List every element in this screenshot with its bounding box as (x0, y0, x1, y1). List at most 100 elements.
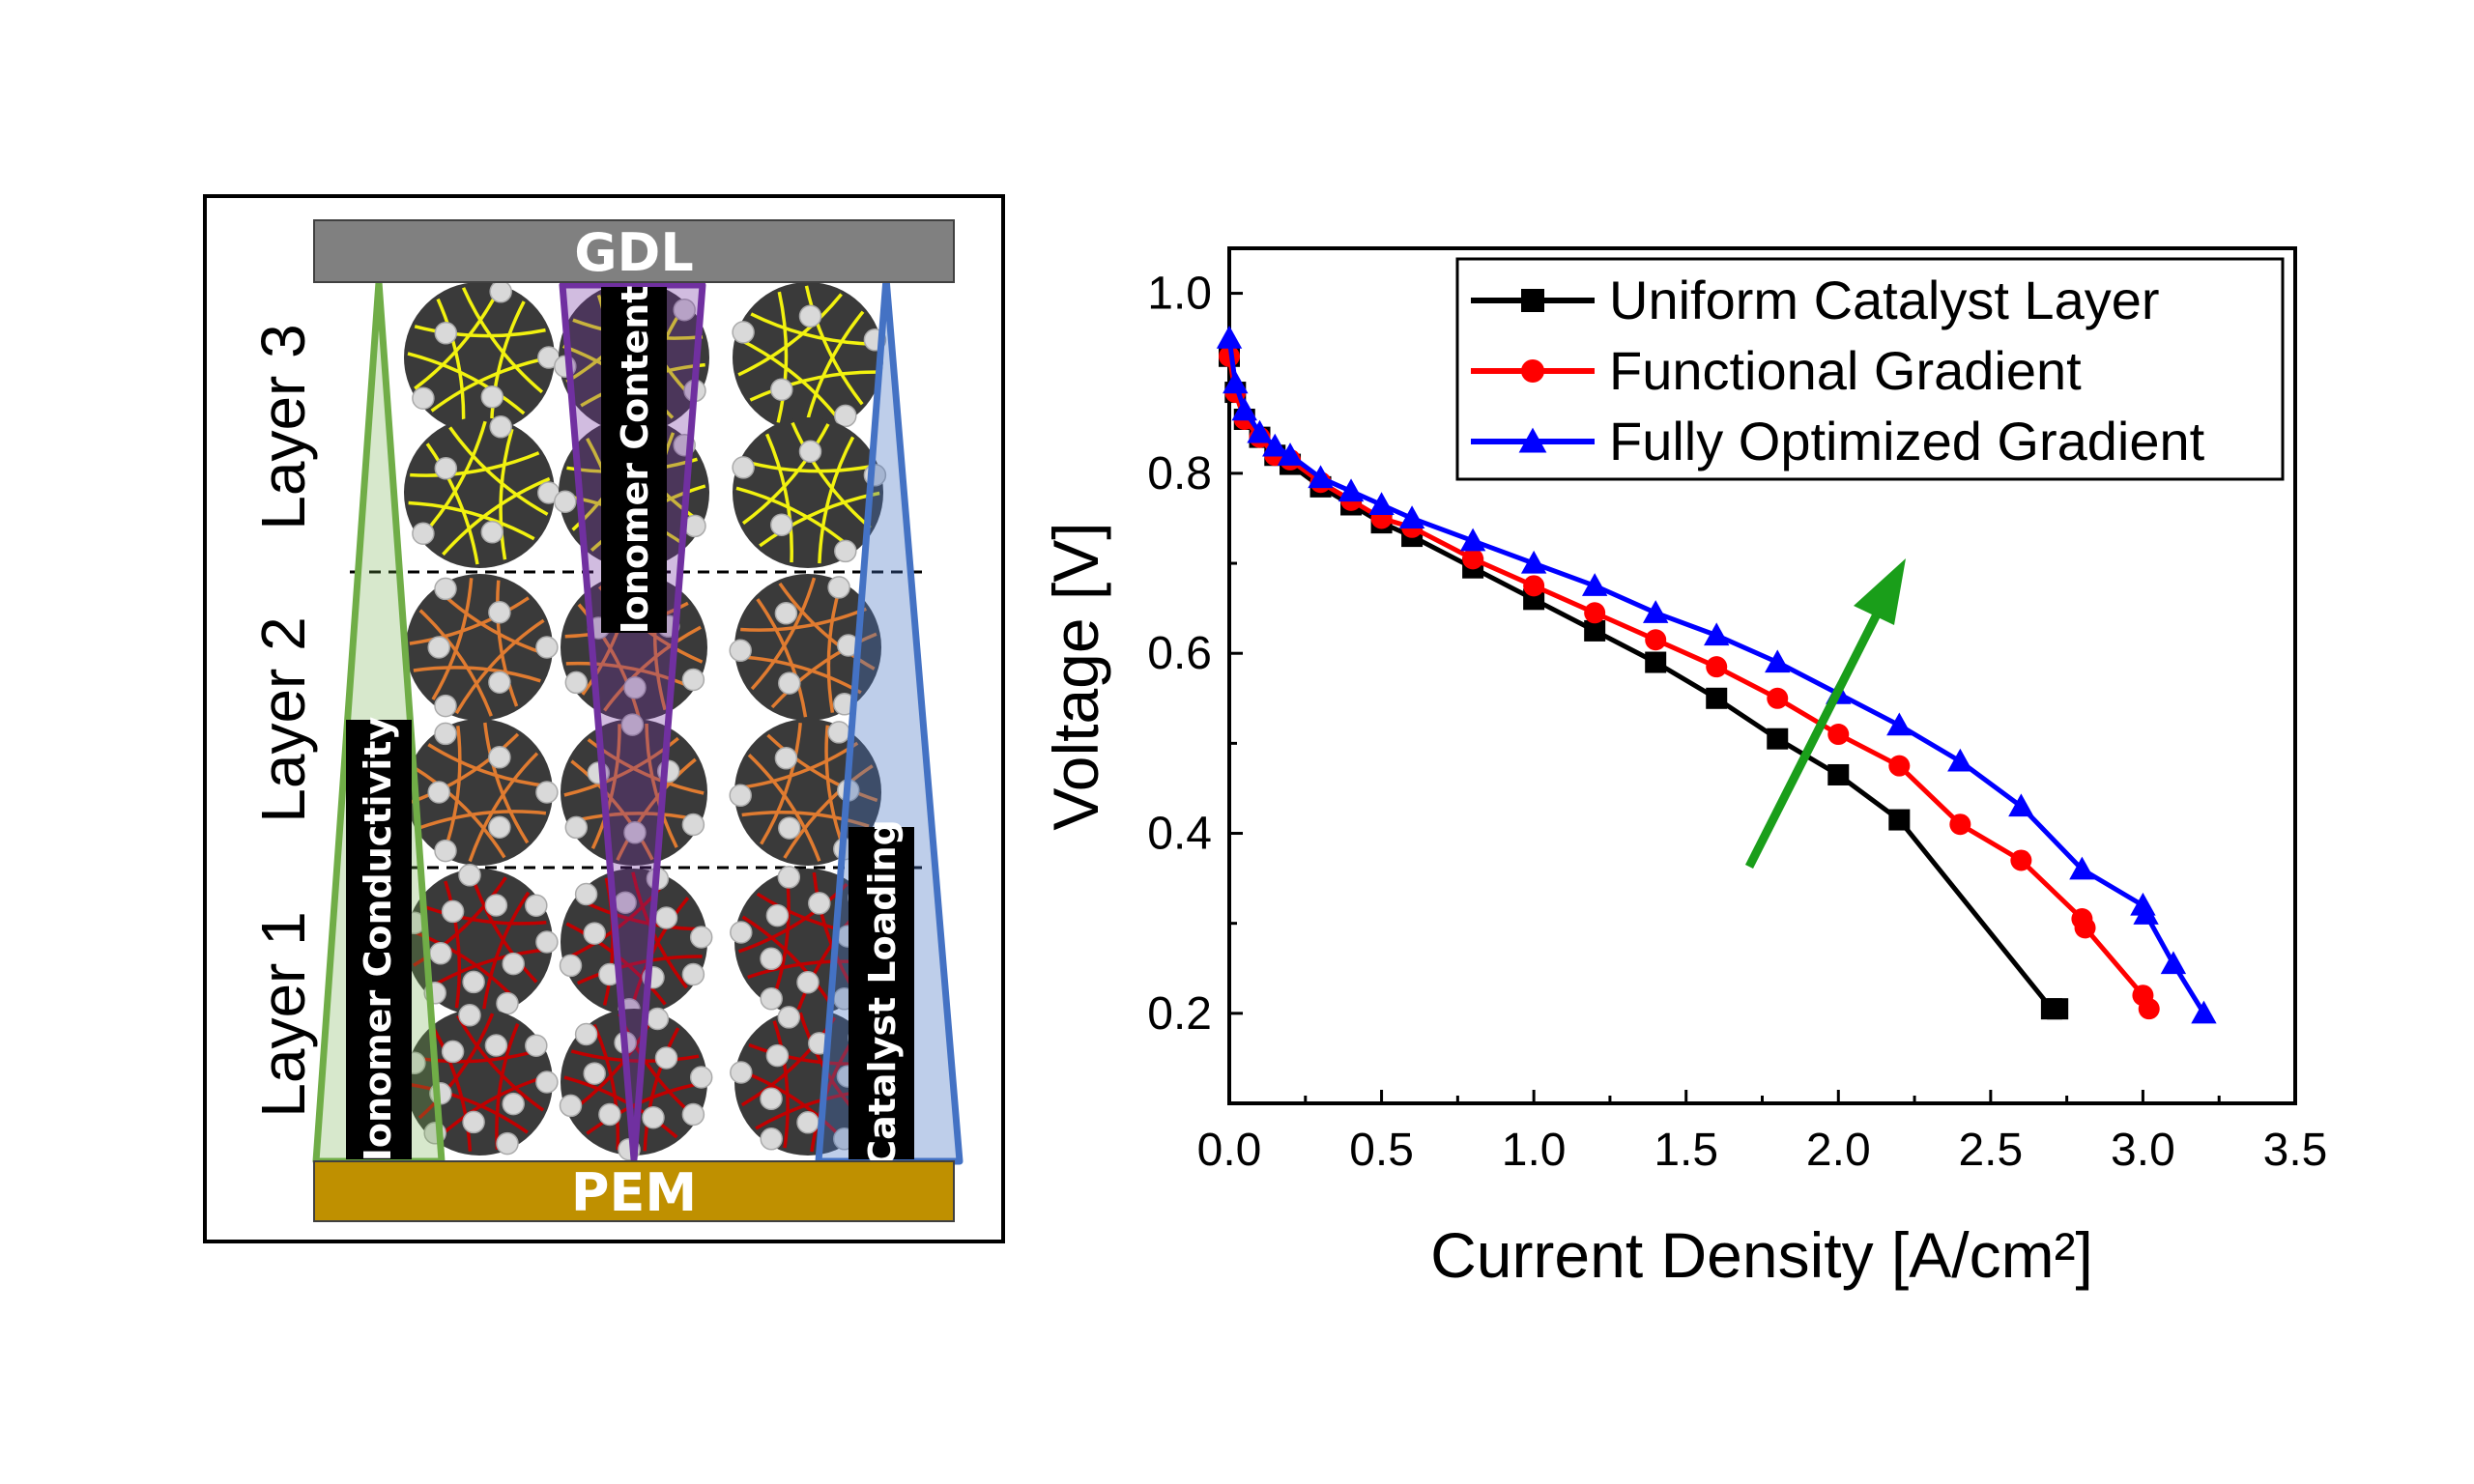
ionomer-strand (442, 476, 551, 556)
ionomer-strand (563, 1075, 678, 1139)
catalyst-particle (403, 1004, 559, 1156)
legend-box (1455, 257, 2285, 481)
ionomer-strand (764, 433, 793, 563)
platinum-dot (681, 813, 705, 837)
ionomer-strand (417, 1013, 495, 1120)
platinum-dot (598, 1102, 621, 1127)
gdl-label: GDL (574, 222, 694, 283)
platinum-dot (681, 668, 705, 692)
platinum-dot (434, 694, 457, 718)
y-tick-label: 0.6 (1147, 628, 1212, 679)
ionomer-strand (576, 955, 703, 985)
platinum-dot (673, 298, 696, 322)
platinum-dot (496, 991, 519, 1015)
data-point (1765, 649, 1791, 673)
platinum-dot (778, 671, 801, 695)
ionomer-strand (436, 298, 466, 428)
data-point (1643, 600, 1669, 623)
ionomer-strand (409, 732, 520, 805)
x-tick-label: 3.0 (2111, 1125, 2175, 1176)
platinum-dot (535, 930, 559, 954)
platinum-dot (434, 457, 458, 480)
data-point (1706, 687, 1728, 709)
data-point (2047, 998, 2069, 1020)
platinum-dot (642, 1105, 665, 1129)
data-point (1247, 419, 1273, 443)
data-point (2069, 856, 2095, 880)
platinum-dot (480, 385, 504, 409)
x-tick-label: 0.0 (1197, 1125, 1262, 1176)
ionomer-content-wedge (559, 281, 706, 1163)
ionomer-strand (740, 607, 867, 632)
data-point (1262, 433, 1288, 457)
carbon-support (733, 282, 883, 433)
ionomer-strand (747, 754, 821, 862)
data-point (1888, 809, 1911, 831)
data-point (1704, 622, 1730, 646)
ionomer-strand (570, 812, 699, 824)
platinum-dot (412, 386, 435, 410)
platinum-dot (484, 894, 508, 917)
ionomer-strand (565, 661, 693, 689)
data-point (1462, 548, 1484, 570)
data-point (2010, 849, 2032, 871)
platinum-dot (434, 577, 457, 601)
platinum-dot (623, 821, 647, 844)
platinum-dot (583, 1062, 606, 1085)
platinum-dot (434, 322, 458, 345)
data-point (1767, 728, 1789, 750)
platinum-dot (462, 1110, 485, 1134)
data-point (1518, 427, 1547, 453)
platinum-dot (559, 954, 583, 978)
platinum-dot (760, 947, 783, 971)
y-tick-label: 1.0 (1147, 269, 1212, 320)
data-point (1277, 442, 1304, 466)
data-point (1581, 573, 1608, 596)
ionomer-strand (407, 352, 526, 415)
ionomer-content-box (601, 287, 667, 633)
polarization-chart: 0.0 0.5 1.0 1.5 2.0 2.5 3.0 3.50.20.40.60.81.0 … (1040, 246, 2327, 1291)
data-point (1827, 763, 1850, 785)
legend-label: Functional Gradient (1609, 340, 2082, 401)
platinum-dot (427, 781, 450, 804)
platinum-dot (760, 1127, 783, 1151)
platinum-dot (798, 440, 822, 463)
carbon-support (406, 719, 553, 866)
ionomer-strand (616, 757, 697, 861)
platinum-dot (502, 952, 525, 976)
data-point (1886, 712, 1913, 736)
ionomer-strand (737, 741, 859, 790)
x-tick-label: 1.0 (1502, 1125, 1567, 1176)
platinum-dot (796, 1111, 820, 1134)
platinum-dot (777, 866, 801, 889)
legend-item: Uniform Catalyst Layer (1471, 270, 2160, 330)
ionomer-strand (818, 436, 855, 564)
platinum-dot (525, 1034, 548, 1057)
catalyst-particle (730, 866, 881, 1015)
ionomer-strand (578, 898, 704, 931)
ionomer-strand (738, 654, 862, 695)
platinum-dot (525, 894, 548, 917)
catalyst-particle (729, 574, 881, 721)
gdl-bar (313, 219, 955, 283)
platinum-dot (427, 636, 450, 659)
ionomer-strand (750, 312, 878, 346)
platinum-dot (434, 839, 457, 863)
data-point (1949, 813, 1971, 836)
ionomer-strand (408, 500, 535, 541)
platinum-dot (681, 1102, 705, 1127)
ionomer-strand (778, 582, 876, 671)
data-point (1947, 748, 1973, 772)
platinum-dot (480, 521, 504, 544)
ionomer-strand (766, 733, 878, 803)
platinum-dot (574, 1022, 598, 1046)
ionomer-strand (750, 577, 817, 691)
platinum-dot (729, 639, 752, 663)
data-point (1521, 359, 1544, 383)
platinum-dot (488, 671, 511, 694)
legend-item: Fully Optimized Gradient (1471, 411, 2205, 471)
data-point (1459, 528, 1486, 552)
ionomer-strand (431, 578, 474, 700)
catalyst-particle (732, 282, 887, 433)
